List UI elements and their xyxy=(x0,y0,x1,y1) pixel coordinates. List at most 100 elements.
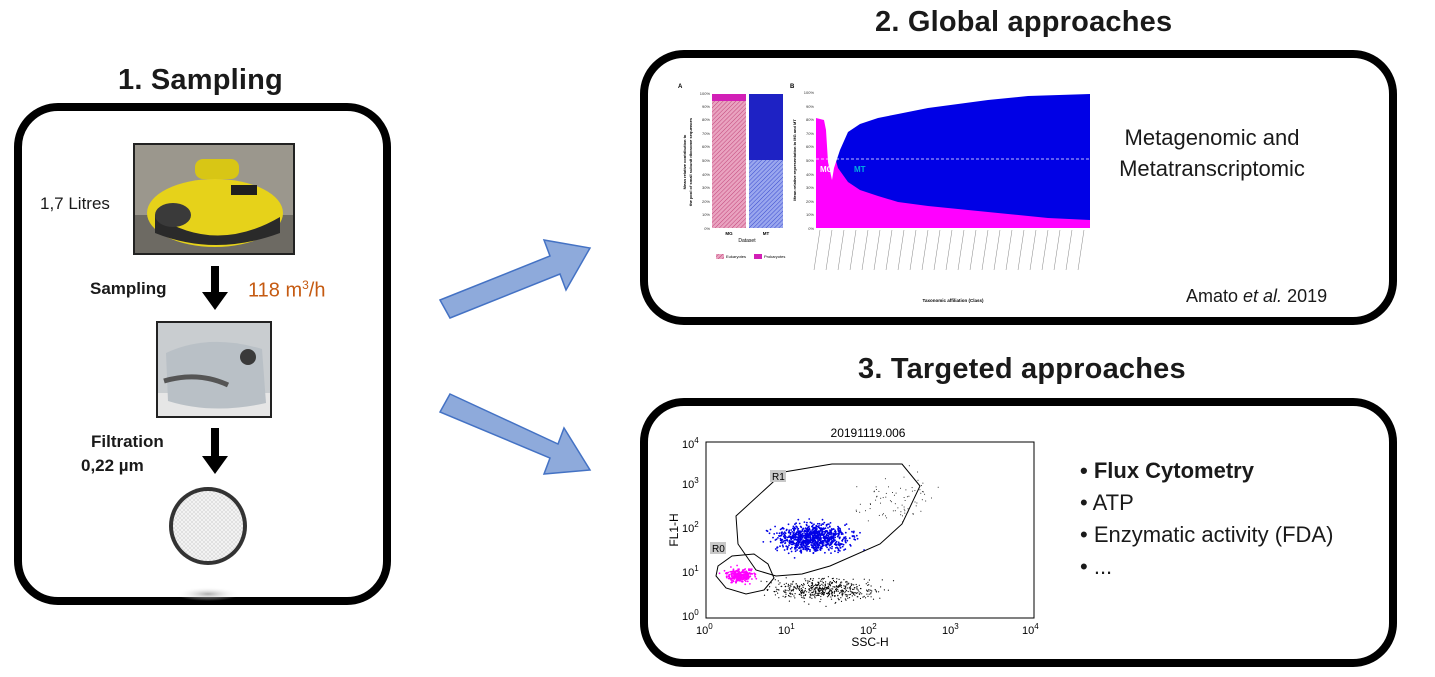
cytometry-event xyxy=(815,547,818,550)
cytometry-event xyxy=(818,539,820,541)
cytometry-event xyxy=(813,588,815,590)
cytometry-event xyxy=(843,549,845,551)
cytometry-event xyxy=(808,590,810,592)
cytometry-plot-area xyxy=(705,441,1035,619)
cytometry-event xyxy=(820,598,822,600)
cytometry-event xyxy=(808,545,810,548)
cytometry-event xyxy=(794,532,797,535)
cytometry-event xyxy=(912,513,914,514)
cytometry-event xyxy=(743,577,746,579)
cytometry-event xyxy=(857,589,859,591)
cytometry-event xyxy=(859,503,861,505)
gate-r1-label: R1 xyxy=(772,472,785,483)
cytometry-event xyxy=(797,537,800,540)
cytometry-event xyxy=(894,503,896,505)
filtration-step-label: Filtration xyxy=(91,432,164,451)
cytometry-event xyxy=(874,589,876,591)
flow-rate: 118 m3/h xyxy=(248,278,325,303)
cytometry-event xyxy=(812,544,814,546)
citation-year: 2019 xyxy=(1282,286,1328,306)
cytometry-event xyxy=(823,587,825,589)
cytometry-event xyxy=(801,536,804,539)
gate-r0-label: R0 xyxy=(712,544,725,555)
cytometry-event xyxy=(826,546,828,549)
cytometry-event xyxy=(901,504,903,506)
cytometry-event xyxy=(839,527,841,530)
chart-b-label: B xyxy=(790,84,795,90)
chart-a: A 100% 90% 80% 70% 60% 50% 40% 30% 20% 10% 0% M… xyxy=(676,80,786,275)
cytometry-event xyxy=(844,524,846,527)
chart-b-mt: MT xyxy=(854,165,866,174)
cytometry-event xyxy=(812,586,814,588)
cytometry-event xyxy=(829,589,831,591)
cytometry-event xyxy=(783,549,786,551)
cytometry-xlabel: SSC-H xyxy=(851,635,888,649)
cytometry-event xyxy=(840,581,842,583)
svg-text:103: 103 xyxy=(682,476,699,491)
cytometry-event xyxy=(853,536,856,538)
cytometry-event xyxy=(800,545,803,547)
method-atp: ATP xyxy=(1080,487,1333,519)
cytometry-event xyxy=(829,584,831,586)
cytometry-event xyxy=(847,597,849,599)
cytometry-event xyxy=(780,532,783,535)
cytometry-event xyxy=(785,577,787,579)
cytometry-event xyxy=(781,538,784,541)
cytometry-event xyxy=(799,525,802,528)
cytometry-event xyxy=(837,594,839,596)
cytometry-event xyxy=(730,566,732,568)
gate-r0 xyxy=(715,553,775,595)
cytometry-event xyxy=(776,547,778,549)
cytometry-event xyxy=(838,536,841,539)
cytometry-event xyxy=(828,592,830,594)
cytometry-event xyxy=(794,523,796,526)
cytometry-event xyxy=(800,587,802,590)
cytometry-event xyxy=(845,581,847,583)
cytometry-event xyxy=(828,593,830,596)
cytometry-event xyxy=(855,583,857,586)
cytometry-event xyxy=(793,557,796,559)
svg-text:0%: 0% xyxy=(808,226,814,231)
cytometry-event xyxy=(820,529,822,532)
cytometry-event xyxy=(845,523,848,525)
cytometry-plot-title: 20191119.006 xyxy=(831,426,906,440)
cytometry-event xyxy=(827,548,830,551)
cytometry-event xyxy=(836,578,838,580)
svg-text:100%: 100% xyxy=(700,91,711,96)
cytometry-event xyxy=(921,499,923,501)
cytometry-event xyxy=(844,592,846,594)
cytometry-event xyxy=(808,518,811,520)
cytometry-event xyxy=(811,586,814,589)
cytometry-event xyxy=(781,585,783,587)
cytometry-event xyxy=(901,515,903,517)
cytometry-event xyxy=(782,545,784,548)
cytometry-event xyxy=(829,581,831,583)
cytometry-event xyxy=(806,535,809,538)
cytometry-event xyxy=(777,580,779,582)
cytometry-event xyxy=(834,595,836,597)
cytometry-event xyxy=(801,532,804,535)
cytometry-event xyxy=(875,591,878,593)
cytometry-event xyxy=(863,578,865,580)
chart-b-xlabel: Taxonomic affiliation (Class) xyxy=(923,298,984,303)
cytometry-event xyxy=(775,538,778,541)
cytometry-event xyxy=(859,511,861,513)
cytometry-event xyxy=(798,522,801,525)
cytometry-event xyxy=(849,545,852,547)
cytometry-event xyxy=(831,594,833,596)
cytometry-event xyxy=(837,541,840,544)
cytometry-event xyxy=(802,591,804,593)
cytometry-event xyxy=(820,524,823,527)
cytometry-event xyxy=(811,594,813,596)
cytometry-event xyxy=(797,588,800,590)
cytometry-event xyxy=(816,537,819,540)
cytometry-event xyxy=(732,573,735,575)
cytometry-event xyxy=(768,532,771,535)
cytometry-event xyxy=(820,590,822,592)
cytometry-event xyxy=(787,552,790,555)
cytometry-event xyxy=(812,590,814,592)
cytometry-event xyxy=(810,590,812,592)
cytometry-event xyxy=(831,528,833,531)
cytometry-event xyxy=(916,502,918,504)
cytometry-event xyxy=(789,593,792,595)
